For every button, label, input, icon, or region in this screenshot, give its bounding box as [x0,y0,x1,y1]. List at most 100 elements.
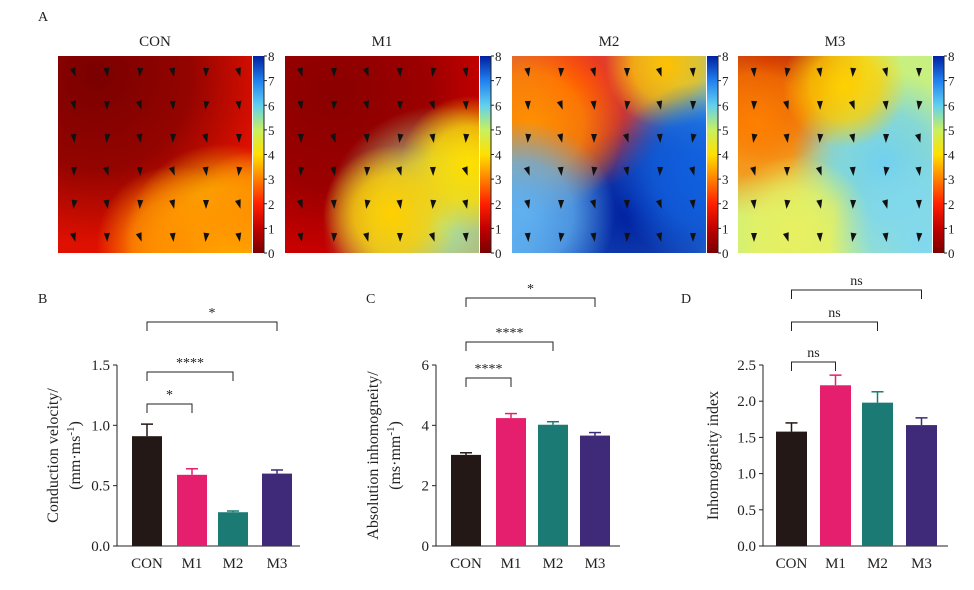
x-tick-label: CON [450,556,482,572]
flow-arrow [849,166,856,176]
heatmap-blob [189,151,252,253]
flow-arrow [396,166,402,176]
colorbar-tick-label: 7 [495,74,502,89]
flow-arrow [590,67,596,77]
flow-arrow [297,67,303,77]
flow-arrow [69,67,76,77]
bar-m1 [177,474,207,546]
colorbar-tick-label: 6 [495,98,502,113]
flow-arrow [815,166,822,176]
bar-chart-d: 0.0 0.5 1.0 1.5 2.0 2.5 CON M1 M2 M3 ns ns ns Inhomog… [705,274,948,572]
heatmap-title-0: CON [139,34,171,50]
y-tick-label: 2 [422,479,430,495]
flow-arrow [462,100,469,110]
flow-arrow [169,67,176,77]
sig-bracket [791,361,836,371]
flow-arrow [104,101,110,110]
flow-arrow [103,166,109,176]
flow-arrow [591,134,597,143]
flow-arrow [524,232,531,242]
flow-arrow [330,67,337,77]
heatmap-0 [58,56,252,253]
flow-arrow [137,67,144,77]
y-tick-label: 0.0 [737,539,756,555]
heatmap-blob [829,150,932,253]
flow-arrow [103,199,110,209]
flow-arrow [916,232,923,242]
flow-arrow [330,199,337,209]
sig-bracket [465,297,596,307]
colorbar-tick-label: 5 [948,123,955,138]
flow-arrow [689,166,695,176]
flow-arrow [203,100,210,110]
y-tick-label: 1.0 [91,418,110,434]
colorbar-tick-label: 3 [495,172,502,187]
colorbar-1 [480,56,491,253]
y-tick-label: 2.0 [737,394,756,410]
flow-arrow [296,199,303,209]
flow-arrow [397,100,404,110]
flow-arrow [915,166,922,176]
colorbar-tick-label: 7 [722,74,729,89]
flow-arrow [363,133,370,143]
flow-arrow [751,133,758,143]
flow-arrow [103,67,110,77]
heatmap-3 [738,56,932,253]
x-tick-label: M2 [867,556,888,572]
flow-arrow [363,100,370,110]
flow-arrow [235,67,241,77]
x-tick-label: M2 [543,556,564,572]
bar-m3 [580,435,610,546]
flow-arrow [397,133,404,143]
flow-arrow [883,133,890,143]
flow-arrow [784,199,791,209]
colorbar-2 [707,56,718,253]
flow-arrow [428,232,435,242]
sig-label: ns [828,306,840,321]
flow-arrow [556,100,563,110]
flow-arrow [557,166,564,176]
flow-arrow [364,199,371,209]
flow-arrow [689,199,696,209]
x-tick-label: M3 [267,556,288,572]
sig-label: **** [176,356,204,371]
colorbar-0 [253,56,264,253]
flow-arrow [690,233,696,242]
sig-bracket [146,321,278,331]
colorbar-tick-label: 6 [722,98,729,113]
flow-arrow [203,232,210,242]
flow-arrow [429,133,436,143]
y-axis-label: Inhomogneity index [705,391,722,520]
bar-m3 [906,425,937,546]
flow-arrow [203,200,209,209]
colorbar-tick-label: 5 [722,123,729,138]
flow-arrow [137,199,144,209]
sig-bracket [146,371,234,381]
flow-arrow [591,166,598,176]
flow-arrow [816,100,823,110]
flow-arrow [297,133,304,143]
bar-m2 [862,402,893,546]
flow-arrow [784,67,791,77]
colorbar-tick-label: 0 [268,246,275,261]
flow-arrow [70,100,77,110]
flow-arrow [750,199,757,209]
flow-arrow [103,232,110,242]
colorbar-tick-label: 4 [268,148,275,163]
flow-arrow [70,232,76,242]
flow-arrow [236,166,243,176]
y-tick-label: 1.5 [91,358,110,374]
colorbar-tick-label: 8 [722,49,729,64]
heatmap-title-3: M3 [825,34,846,50]
heatmap-title-1: M1 [372,34,393,50]
colorbar-tick-label: 0 [948,246,955,261]
flow-arrow [816,67,823,77]
flow-arrow [168,166,175,176]
flow-arrow [430,67,437,77]
flow-arrow [850,232,857,242]
flow-arrow [850,67,857,77]
panel-letter-b: B [38,292,48,307]
